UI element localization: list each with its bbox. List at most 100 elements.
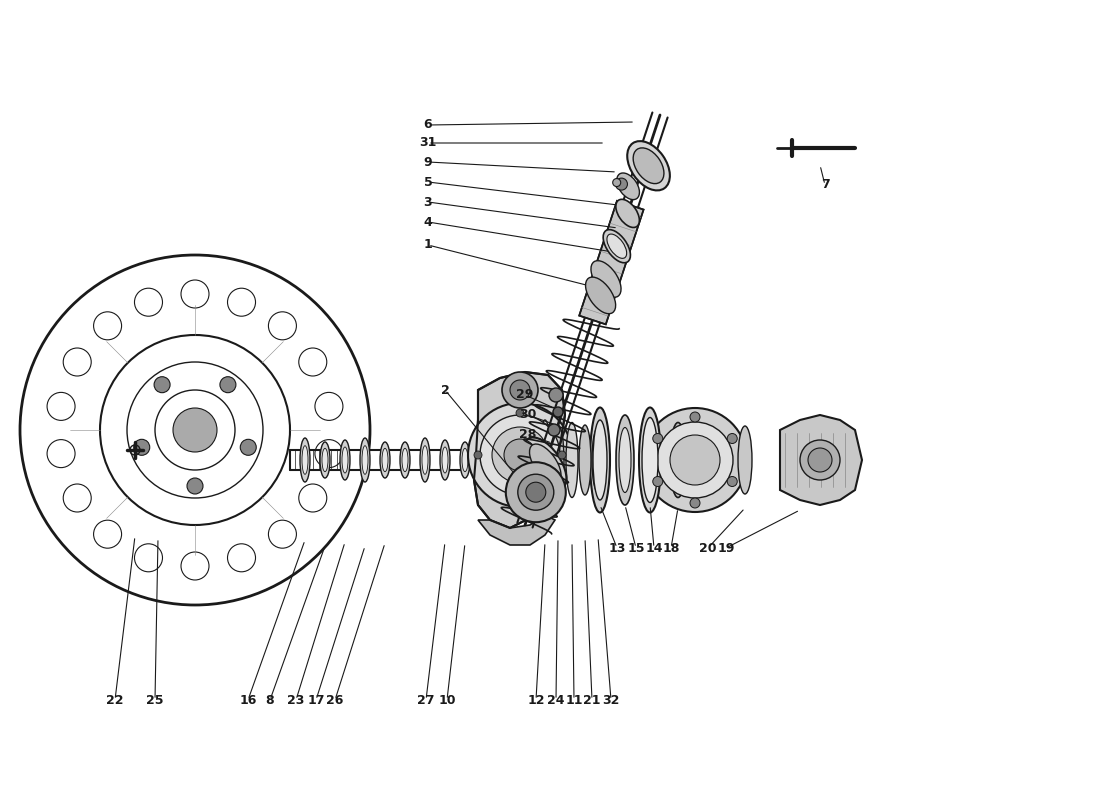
Ellipse shape: [524, 438, 567, 490]
Text: 29: 29: [516, 389, 534, 402]
Ellipse shape: [627, 141, 670, 190]
Circle shape: [690, 498, 700, 508]
Circle shape: [468, 403, 572, 507]
Ellipse shape: [302, 446, 308, 474]
Ellipse shape: [590, 407, 610, 513]
Text: 26: 26: [327, 694, 343, 706]
Ellipse shape: [539, 420, 551, 500]
Circle shape: [474, 451, 482, 459]
Text: 4: 4: [424, 215, 432, 229]
Circle shape: [800, 440, 840, 480]
Ellipse shape: [320, 442, 330, 478]
Ellipse shape: [591, 261, 622, 298]
Ellipse shape: [340, 440, 350, 480]
Text: 30: 30: [519, 409, 537, 422]
Circle shape: [240, 439, 256, 455]
Circle shape: [492, 427, 548, 483]
Text: 28: 28: [519, 429, 537, 442]
Text: 23: 23: [287, 694, 305, 706]
Ellipse shape: [462, 448, 468, 472]
Circle shape: [510, 380, 530, 400]
Ellipse shape: [382, 448, 388, 472]
Circle shape: [558, 451, 566, 459]
Circle shape: [516, 409, 524, 417]
Text: 16: 16: [240, 694, 256, 706]
Circle shape: [134, 439, 150, 455]
Ellipse shape: [440, 440, 450, 480]
Ellipse shape: [579, 425, 591, 495]
Ellipse shape: [402, 448, 408, 472]
Text: 22: 22: [107, 694, 123, 706]
Text: 15: 15: [627, 542, 645, 554]
Circle shape: [549, 388, 563, 402]
Circle shape: [526, 482, 546, 502]
Ellipse shape: [342, 447, 348, 473]
Circle shape: [613, 178, 620, 186]
Ellipse shape: [592, 427, 604, 493]
Ellipse shape: [616, 199, 639, 227]
Circle shape: [518, 474, 553, 510]
Circle shape: [808, 448, 832, 472]
Ellipse shape: [442, 447, 448, 473]
Text: 9: 9: [424, 155, 432, 169]
Ellipse shape: [617, 173, 639, 200]
Circle shape: [220, 377, 235, 393]
Circle shape: [652, 477, 663, 486]
Circle shape: [506, 462, 565, 522]
Ellipse shape: [619, 427, 631, 493]
Ellipse shape: [360, 438, 370, 482]
Ellipse shape: [607, 234, 627, 258]
Circle shape: [657, 422, 733, 498]
Text: 10: 10: [438, 694, 455, 706]
Text: 8: 8: [266, 694, 274, 706]
Ellipse shape: [420, 438, 430, 482]
Text: 14: 14: [646, 542, 662, 554]
Circle shape: [616, 178, 627, 190]
Text: 7: 7: [821, 178, 829, 191]
Text: 25: 25: [146, 694, 164, 706]
Text: 11: 11: [565, 694, 583, 706]
Ellipse shape: [379, 442, 390, 478]
Polygon shape: [478, 515, 556, 545]
Circle shape: [504, 439, 536, 471]
Circle shape: [502, 372, 538, 408]
Text: 27: 27: [417, 694, 434, 706]
Ellipse shape: [400, 442, 410, 478]
Circle shape: [154, 377, 170, 393]
Circle shape: [187, 478, 204, 494]
Text: 13: 13: [608, 542, 626, 554]
Text: 19: 19: [717, 542, 735, 554]
Polygon shape: [780, 415, 862, 505]
Text: 24: 24: [548, 694, 564, 706]
Text: 17: 17: [307, 694, 324, 706]
Text: 1: 1: [424, 238, 432, 251]
Text: 12: 12: [527, 694, 544, 706]
Circle shape: [480, 415, 560, 495]
Ellipse shape: [460, 442, 470, 478]
Text: 31: 31: [419, 137, 437, 150]
Text: 5: 5: [424, 175, 432, 189]
Circle shape: [516, 493, 524, 501]
Ellipse shape: [603, 230, 630, 262]
Ellipse shape: [639, 407, 661, 513]
Polygon shape: [580, 201, 644, 324]
Ellipse shape: [634, 148, 664, 184]
Circle shape: [553, 407, 563, 417]
Circle shape: [670, 435, 720, 485]
Ellipse shape: [422, 446, 428, 474]
Polygon shape: [474, 372, 565, 528]
Ellipse shape: [300, 438, 310, 482]
Circle shape: [548, 424, 560, 436]
Text: 2: 2: [441, 383, 450, 397]
Ellipse shape: [593, 420, 607, 500]
Text: 20: 20: [700, 542, 717, 554]
Ellipse shape: [642, 418, 658, 502]
Circle shape: [727, 434, 737, 443]
Circle shape: [173, 408, 217, 452]
Ellipse shape: [322, 448, 328, 472]
Circle shape: [690, 412, 700, 422]
Text: 32: 32: [603, 694, 619, 706]
Ellipse shape: [362, 446, 369, 474]
Text: 18: 18: [662, 542, 680, 554]
Text: 3: 3: [424, 195, 432, 209]
